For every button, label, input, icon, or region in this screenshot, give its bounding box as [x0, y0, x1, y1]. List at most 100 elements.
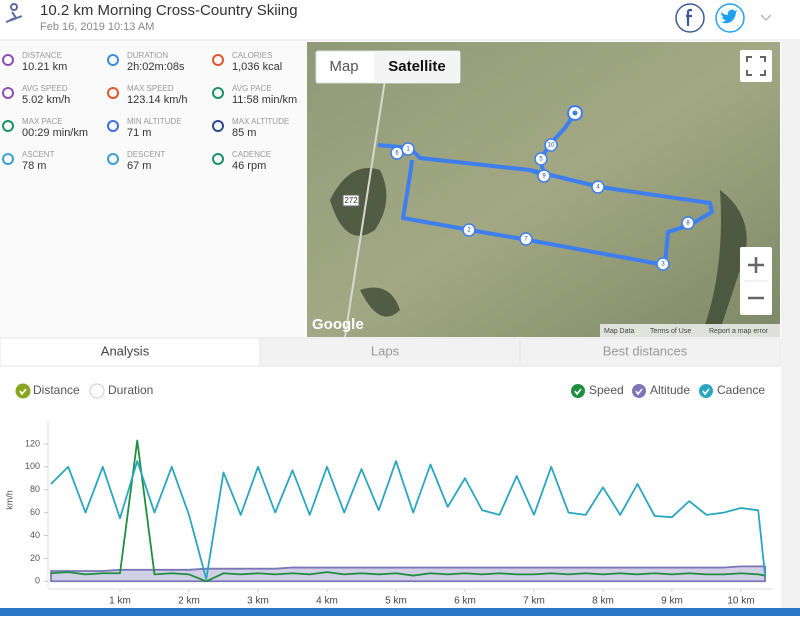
- stat-label: AVG SPEED: [22, 84, 68, 93]
- stat-icon: [107, 120, 119, 132]
- stat-value: 71 m: [127, 127, 151, 139]
- y-tick-label: 80: [30, 484, 40, 494]
- x-tick-label: 9 km: [661, 596, 683, 607]
- y-tick-label: 20: [30, 553, 40, 563]
- route-marker-label: 4: [596, 185, 600, 191]
- date: Feb 16, 2019 10:13 AM: [40, 21, 154, 33]
- facebook-button[interactable]: [675, 3, 705, 33]
- stat-label: MAX SPEED: [127, 84, 174, 93]
- route-marker: [681, 216, 695, 230]
- map-footer: [600, 324, 780, 337]
- map-data: Map Data: [604, 328, 634, 335]
- route-marker: [519, 232, 533, 246]
- fullscreen-button[interactable]: [740, 50, 772, 82]
- stat-icon: [212, 153, 224, 165]
- stat-icon: [212, 54, 224, 66]
- title: 10.2 km Morning Cross-Country Skiing: [40, 2, 298, 19]
- stat-value: 78 m: [22, 160, 46, 172]
- route-marker-label: 1: [406, 147, 410, 153]
- route-marker: [462, 223, 476, 237]
- stat-icon: [212, 120, 224, 132]
- map-type-button[interactable]: Map: [329, 58, 358, 75]
- route-marker: [656, 257, 670, 271]
- toggle[interactable]: [15, 383, 31, 399]
- report-link[interactable]: Report a map error: [709, 328, 769, 335]
- route-marker: [544, 138, 558, 152]
- legend-check[interactable]: [632, 384, 646, 398]
- app-icon: [5, 3, 23, 23]
- road: [344, 79, 386, 338]
- stat-icon: [2, 120, 14, 132]
- stat-label: CALORIES: [232, 51, 272, 60]
- route-marker: [537, 169, 551, 183]
- zoom-in[interactable]: [748, 257, 764, 273]
- toggle-label[interactable]: Distance: [33, 383, 80, 397]
- fullscreen-icon: [746, 56, 766, 76]
- route-marker-label: 7: [524, 237, 528, 243]
- x-tick-label: 1 km: [109, 596, 131, 607]
- route-marker-label: 2: [467, 228, 471, 234]
- legend-check[interactable]: [699, 384, 713, 398]
- tab-label[interactable]: Laps: [371, 343, 400, 358]
- map-type-button[interactable]: Satellite: [388, 58, 446, 75]
- x-tick-label: 3 km: [247, 596, 269, 607]
- tab[interactable]: [259, 337, 521, 367]
- stat-label: MAX ALTITUDE: [232, 117, 289, 126]
- route-marker-label: 8: [686, 221, 690, 227]
- x-tick-label: 5 km: [385, 596, 407, 607]
- twitter-button[interactable]: [715, 3, 745, 33]
- tab[interactable]: [0, 337, 261, 367]
- road-label: 272: [344, 196, 358, 205]
- series-area: [50, 565, 766, 583]
- tab-label[interactable]: Best distances: [603, 343, 688, 358]
- stat-icon: [107, 153, 119, 165]
- expand-chevron[interactable]: [760, 14, 772, 22]
- legend-check[interactable]: [571, 384, 585, 398]
- map-provider: Google: [312, 316, 364, 333]
- x-tick-label: 10 km: [727, 596, 754, 607]
- terrain: [330, 168, 747, 330]
- legend-check-mark: [635, 388, 643, 396]
- y-tick-label: 100: [25, 461, 40, 471]
- toggle-label[interactable]: Duration: [108, 383, 153, 397]
- y-tick-label: 60: [30, 507, 40, 517]
- stat-icon: [107, 54, 119, 66]
- tab[interactable]: [519, 337, 781, 367]
- terms-link[interactable]: Terms of Use: [650, 328, 691, 335]
- stats-panel: [0, 40, 307, 338]
- legend-check-mark: [574, 388, 582, 396]
- map[interactable]: 272 Map Satellite Google Map Data Terms of…: [307, 42, 780, 338]
- series-line: [50, 439, 766, 583]
- legend-label[interactable]: Altitude: [650, 383, 690, 397]
- stat-icon: [107, 87, 119, 99]
- toggle[interactable]: [89, 383, 105, 399]
- stat-icon: [2, 87, 14, 99]
- scrollbar[interactable]: [781, 40, 800, 616]
- stat-label: DISTANCE: [22, 51, 62, 60]
- y-tick-label: 40: [30, 530, 40, 540]
- stat-value: 1,036 kcal: [232, 61, 282, 73]
- stat-value: 5.02 km/h: [22, 94, 70, 106]
- stat-value: 46 rpm: [232, 160, 266, 172]
- legend-label[interactable]: Cadence: [717, 383, 765, 397]
- end-pin: [567, 105, 583, 121]
- stat-label: DESCENT: [127, 150, 165, 159]
- legend-label[interactable]: Speed: [589, 383, 624, 397]
- stat-value: 123.14 km/h: [127, 94, 188, 106]
- toggle-check: [19, 388, 27, 396]
- stat-value: 67 m: [127, 160, 151, 172]
- route-marker-label: 6: [395, 151, 399, 157]
- stat-value: 11:58 min/km: [232, 94, 297, 106]
- stat-value: 2h:02m:08s: [127, 61, 185, 73]
- y-tick-label: 0: [35, 576, 40, 586]
- stat-label: MIN ALTITUDE: [127, 117, 182, 126]
- route-marker-label: 9: [542, 174, 546, 180]
- series-line: [50, 460, 766, 580]
- x-tick-label: 2 km: [178, 596, 200, 607]
- bottom-bar: [0, 608, 800, 616]
- route-marker-label: 10: [548, 143, 555, 149]
- y-axis-label: km/h: [4, 490, 14, 510]
- tab-label[interactable]: Analysis: [101, 343, 150, 358]
